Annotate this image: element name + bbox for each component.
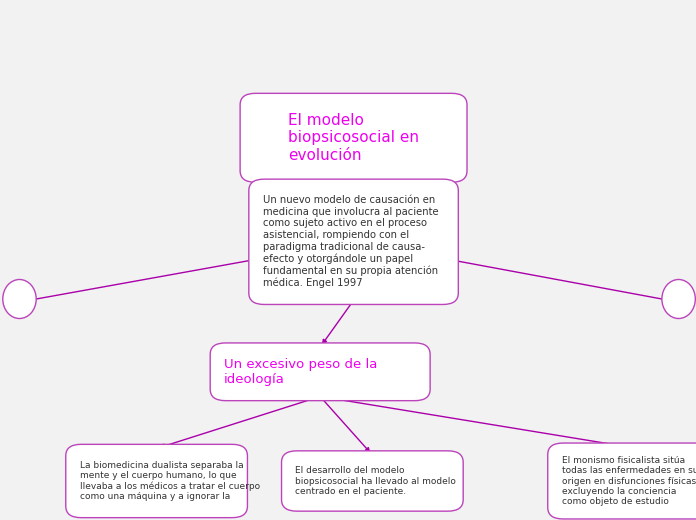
FancyBboxPatch shape	[240, 93, 467, 182]
Ellipse shape	[662, 280, 695, 318]
Ellipse shape	[3, 280, 36, 318]
Text: El modelo
biopsicosocial en
evolución: El modelo biopsicosocial en evolución	[288, 113, 419, 163]
Text: Un excesivo peso de la
ideología: Un excesivo peso de la ideología	[224, 358, 377, 386]
FancyBboxPatch shape	[548, 443, 696, 519]
FancyBboxPatch shape	[210, 343, 430, 400]
Text: El monismo fisicalista sitúa
todas las enfermedades en su
origen en disfunciones: El monismo fisicalista sitúa todas las e…	[562, 456, 696, 506]
FancyBboxPatch shape	[249, 179, 459, 304]
Text: El desarrollo del modelo
biopsicosocial ha llevado al modelo
centrado en el paci: El desarrollo del modelo biopsicosocial …	[296, 466, 457, 496]
Text: Un nuevo modelo de causación en
medicina que involucra al paciente
como sujeto a: Un nuevo modelo de causación en medicina…	[263, 196, 438, 288]
FancyBboxPatch shape	[281, 451, 464, 511]
FancyBboxPatch shape	[65, 444, 248, 518]
Text: La biomedicina dualista separaba la
mente y el cuerpo humano, lo que
llevaba a l: La biomedicina dualista separaba la ment…	[79, 461, 260, 501]
